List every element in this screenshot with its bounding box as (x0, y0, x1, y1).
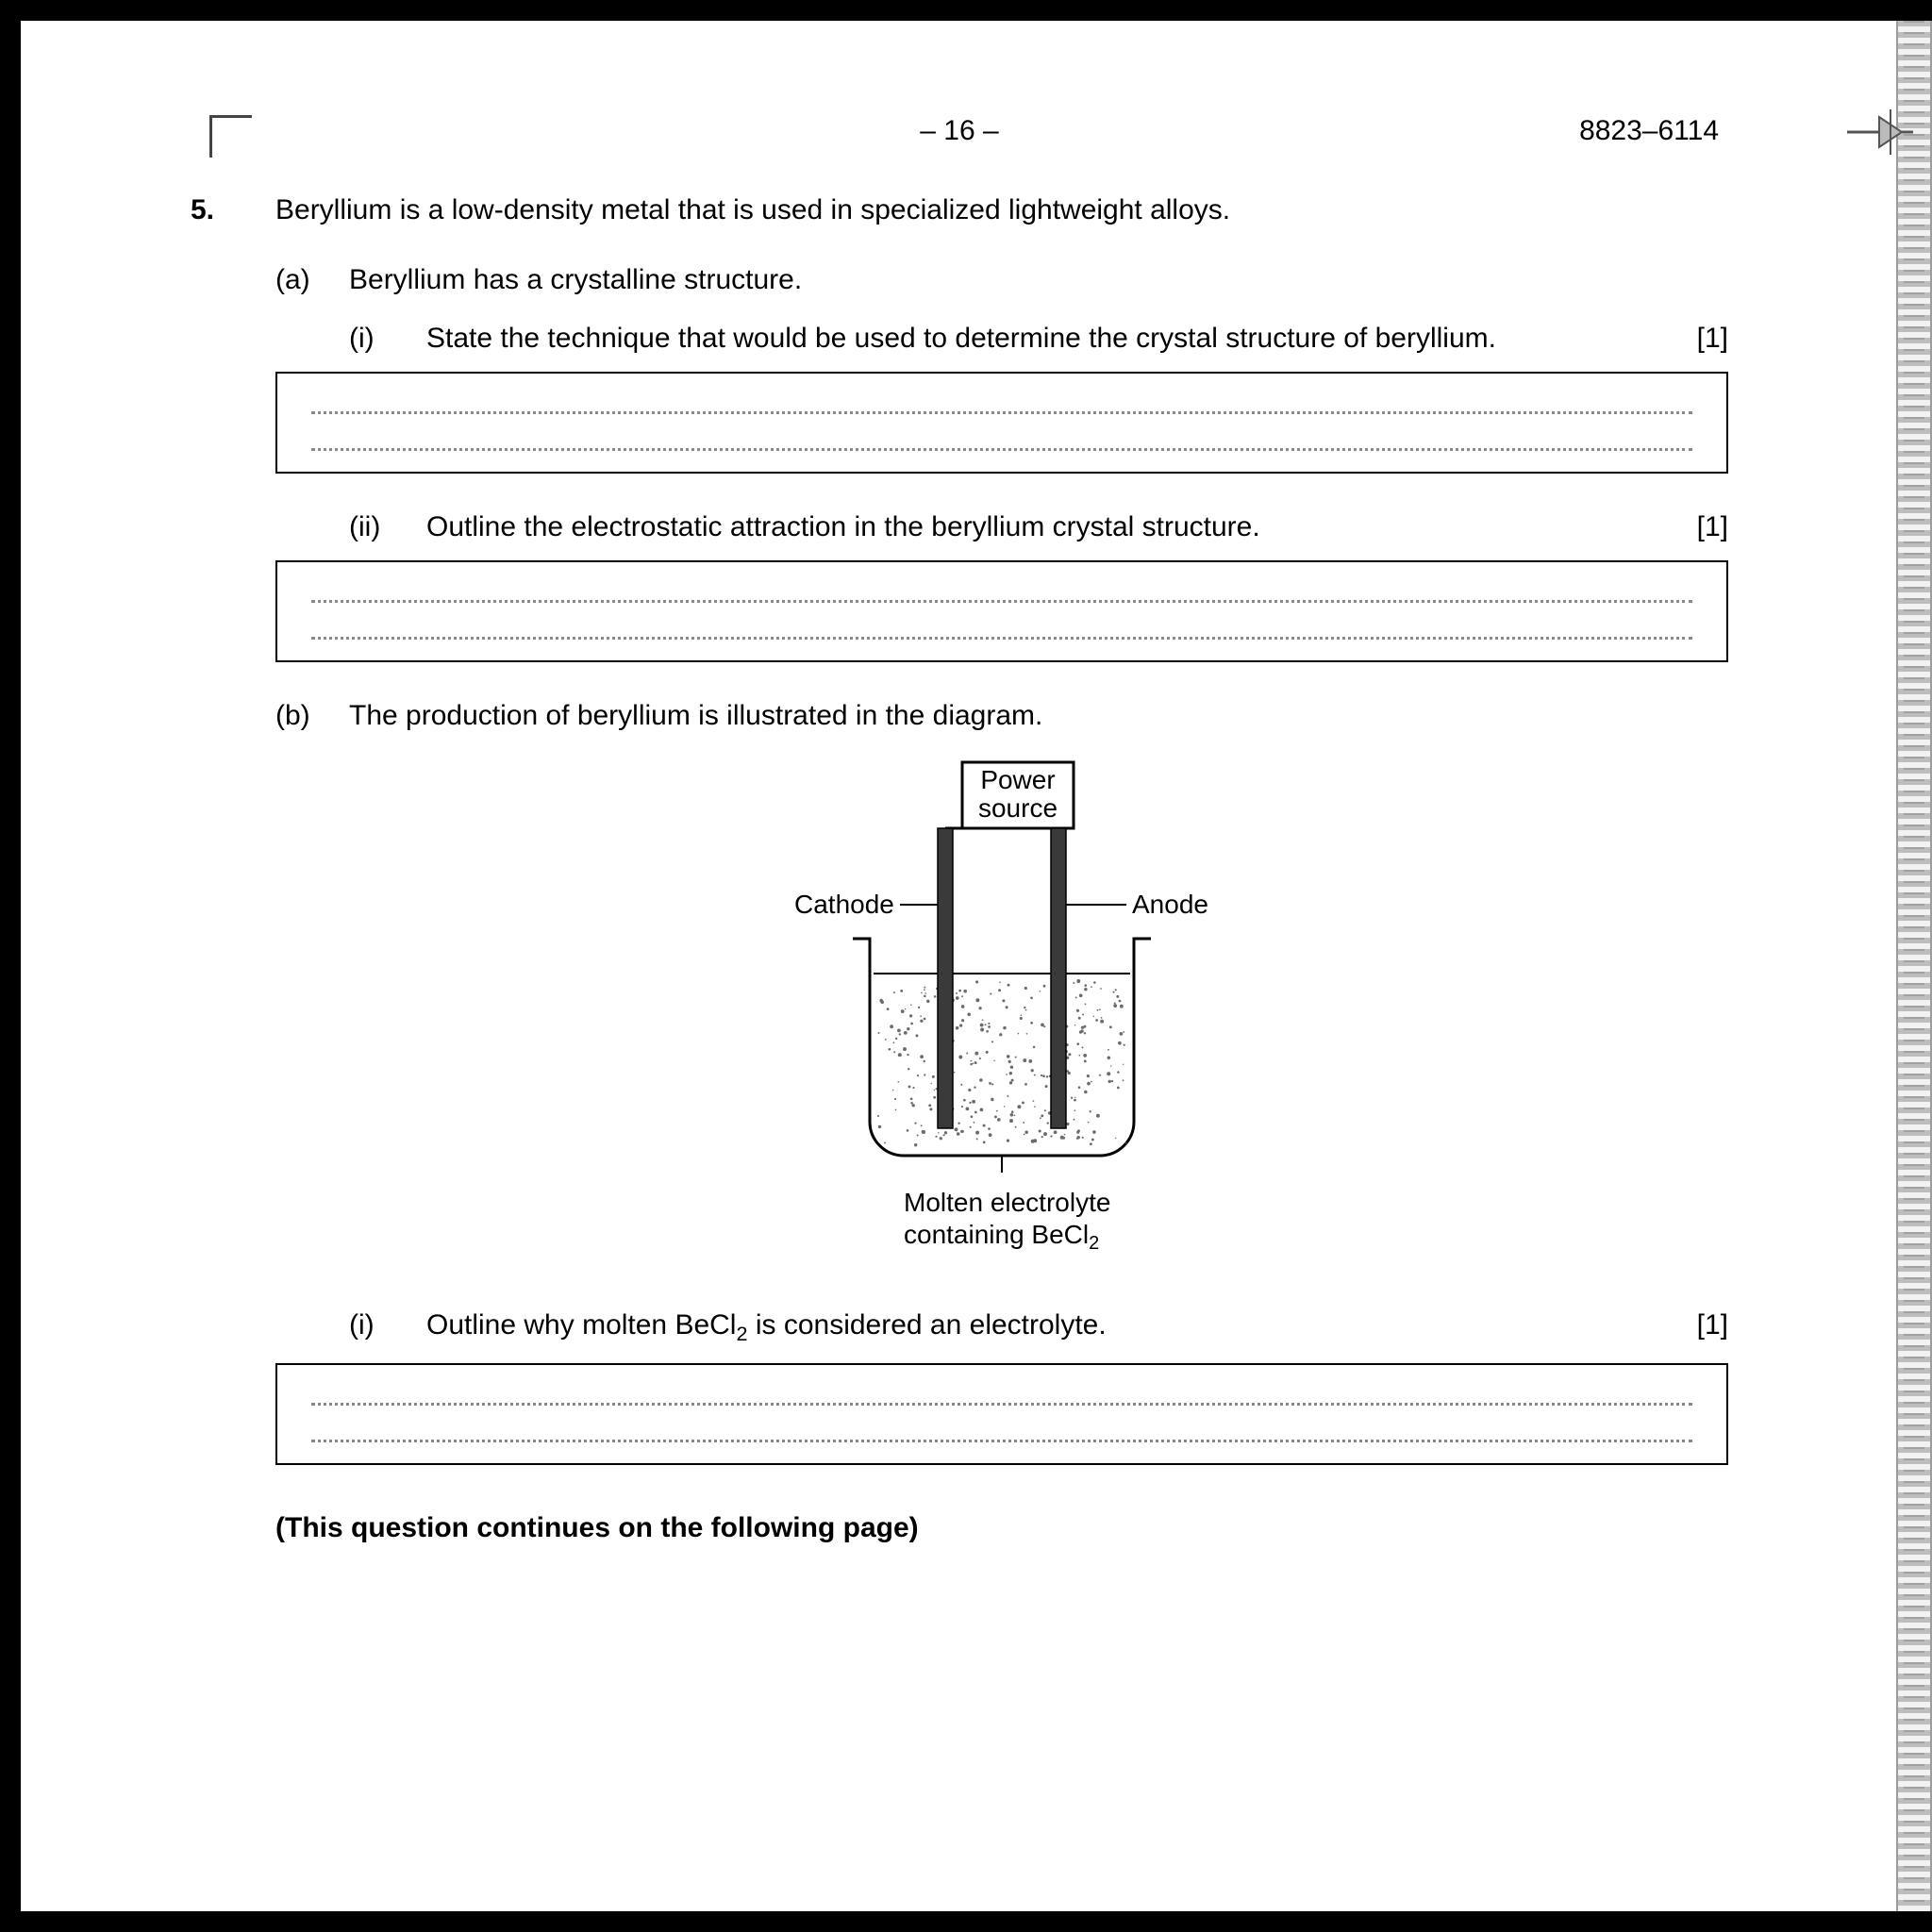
part-b-i-marks: [1] (1672, 1309, 1728, 1341)
svg-text:Power: Power (980, 765, 1055, 794)
svg-text:Cathode: Cathode (794, 890, 894, 919)
scan-frame: – 16 – 8823–6114 5. Beryllium is a low-d… (0, 0, 1932, 1932)
paper-code: 8823–6114 (1511, 115, 1719, 147)
answer-line (311, 600, 1692, 603)
part-b-text: The production of beryllium is illustrat… (349, 700, 1728, 732)
part-a-ii: (ii) Outline the electrostatic attractio… (349, 511, 1728, 543)
answer-box-b-i[interactable] (275, 1363, 1728, 1465)
electrolysis-diagram: Powersource Cathode Anode Molten electrolyt… (275, 755, 1728, 1283)
exam-page: – 16 – 8823–6114 5. Beryllium is a low-d… (77, 21, 1841, 1911)
answer-box-a-i[interactable] (275, 372, 1728, 474)
svg-text:Molten electrolyte: Molten electrolyte (904, 1188, 1110, 1217)
part-b-i: (i) Outline why molten BeCl2 is consider… (349, 1309, 1728, 1346)
svg-text:Anode: Anode (1132, 890, 1208, 919)
answer-line (311, 1440, 1692, 1442)
part-a-text: Beryllium has a crystalline structure. (349, 264, 1728, 296)
question-5: 5. Beryllium is a low-density metal that… (191, 194, 1728, 1544)
part-a-ii-marks: [1] (1672, 511, 1728, 543)
part-b-i-text: Outline why molten BeCl2 is considered a… (426, 1309, 1645, 1346)
svg-text:source: source (978, 793, 1058, 823)
answer-line (311, 448, 1692, 451)
answer-line (311, 637, 1692, 640)
part-a: (a) Beryllium has a crystalline structur… (275, 264, 1728, 296)
question-stem: Beryllium is a low-density metal that is… (275, 194, 1728, 226)
page-header: – 16 – 8823–6114 (191, 115, 1728, 147)
part-a-i-marks: [1] (1672, 323, 1728, 355)
part-a-ii-text: Outline the electrostatic attraction in … (426, 511, 1645, 543)
svg-text:containing BeCl2: containing BeCl2 (904, 1220, 1099, 1254)
answer-line (311, 411, 1692, 414)
answer-box-a-ii[interactable] (275, 560, 1728, 662)
answer-line (311, 1403, 1692, 1406)
continuation-note: (This question continues on the followin… (275, 1512, 1728, 1544)
binder-clip-icon (1847, 104, 1913, 160)
part-b-i-label: (i) (349, 1309, 400, 1341)
part-a-i-text: State the technique that would be used t… (426, 323, 1645, 355)
part-a-ii-label: (ii) (349, 511, 400, 543)
part-a-label: (a) (275, 264, 323, 296)
electrolysis-svg: Powersource Cathode Anode Molten electrolyt… (757, 755, 1247, 1283)
part-a-i-label: (i) (349, 323, 400, 355)
page-number: – 16 – (408, 115, 1511, 147)
part-a-i: (i) State the technique that would be us… (349, 323, 1728, 355)
question-number: 5. (191, 194, 247, 1544)
part-b-label: (b) (275, 700, 323, 732)
part-b: (b) The production of beryllium is illus… (275, 700, 1728, 732)
spiral-binding (1896, 21, 1932, 1911)
